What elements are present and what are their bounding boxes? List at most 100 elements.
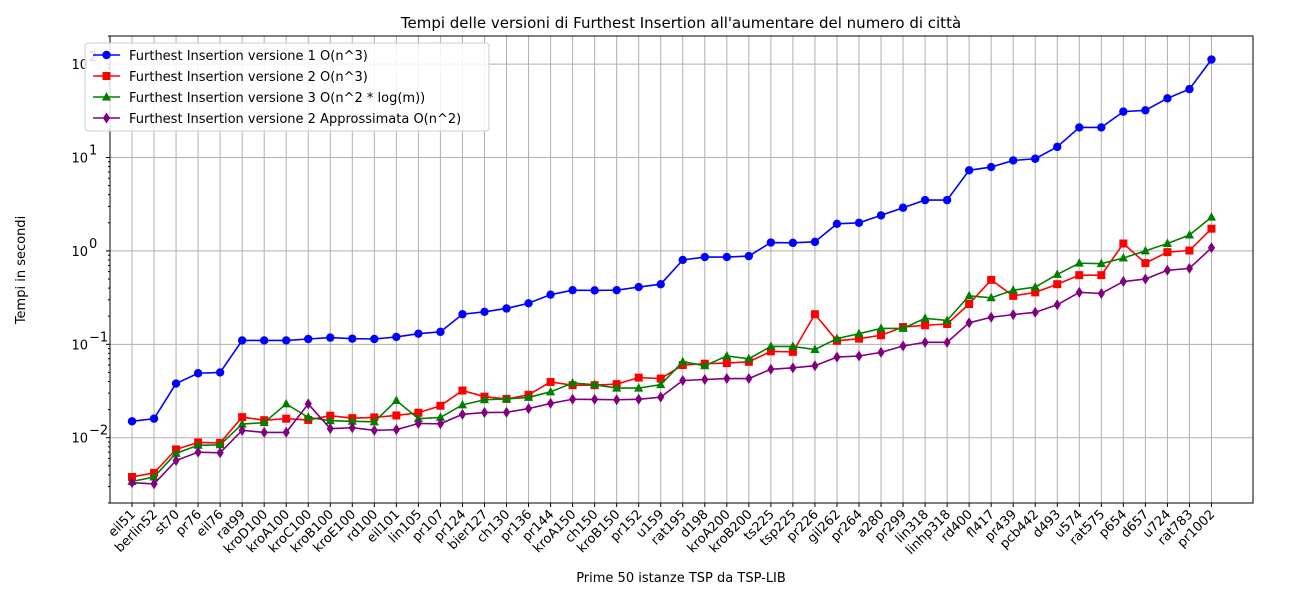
legend-box xyxy=(84,42,490,132)
data-point xyxy=(810,310,819,319)
plot-frame xyxy=(109,35,1254,504)
data-point xyxy=(1097,288,1105,300)
data-point xyxy=(1162,238,1173,248)
data-point xyxy=(194,446,202,458)
y-tick-base: 10 xyxy=(71,58,88,73)
data-point xyxy=(921,336,929,348)
data-point xyxy=(854,218,864,227)
data-point xyxy=(1185,84,1194,94)
data-point xyxy=(678,255,687,265)
data-point xyxy=(282,426,290,438)
data-point xyxy=(1075,123,1084,132)
y-tick-label: 10 xyxy=(71,58,88,73)
data-point xyxy=(524,403,533,415)
data-point xyxy=(172,455,180,467)
data-point xyxy=(1031,288,1040,297)
data-point xyxy=(745,373,753,385)
data-point xyxy=(392,411,401,420)
data-point xyxy=(479,394,490,404)
chart-title: Tempi delle versioni di Furthest Inserti… xyxy=(400,14,961,32)
data-point xyxy=(920,313,930,322)
data-point xyxy=(1141,273,1149,285)
data-point xyxy=(149,471,159,481)
data-point xyxy=(1141,106,1150,115)
data-point xyxy=(854,334,863,343)
data-point xyxy=(282,414,291,423)
data-point xyxy=(788,341,798,350)
data-point xyxy=(1074,258,1084,267)
data-point xyxy=(414,408,423,417)
data-point xyxy=(480,307,489,316)
data-point xyxy=(634,373,643,382)
data-point xyxy=(921,321,930,330)
data-point xyxy=(591,393,599,405)
data-point xyxy=(964,166,974,175)
data-point xyxy=(744,251,754,261)
data-point xyxy=(216,447,224,459)
legend-label: Furthest Insertion versione 2 Approssima… xyxy=(129,112,461,127)
data-point xyxy=(215,368,225,377)
data-point xyxy=(523,392,534,401)
data-point xyxy=(833,351,841,363)
legend-item: Furthest Insertion versione 2 Approssima… xyxy=(93,112,461,127)
data-point xyxy=(876,211,886,220)
data-point xyxy=(480,407,489,419)
data-point xyxy=(436,327,445,337)
data-point xyxy=(766,347,775,356)
data-point xyxy=(1075,286,1083,298)
data-point xyxy=(1207,224,1216,233)
data-point xyxy=(238,424,246,436)
data-point xyxy=(877,346,885,358)
data-point xyxy=(854,328,864,338)
data-point xyxy=(370,424,378,436)
legend-item: Furthest Insertion versione 2 O(n^3) xyxy=(93,70,368,85)
data-point xyxy=(1185,246,1194,255)
data-point xyxy=(127,417,137,426)
data-point xyxy=(943,336,951,348)
series-line xyxy=(131,247,1213,485)
data-point xyxy=(414,329,423,338)
data-point xyxy=(171,448,181,457)
data-point xyxy=(898,203,908,212)
data-point xyxy=(391,395,401,405)
data-point xyxy=(281,398,291,408)
data-point xyxy=(986,162,996,172)
data-point xyxy=(656,379,666,389)
data-point xyxy=(656,374,665,383)
data-point xyxy=(1207,55,1216,64)
data-point xyxy=(524,299,533,308)
data-point xyxy=(942,195,952,205)
data-point xyxy=(898,323,908,332)
data-point xyxy=(238,413,247,422)
data-point xyxy=(348,422,356,434)
y-tick-exponent: −1 xyxy=(89,330,108,345)
legend-label: Furthest Insertion versione 2 O(n^3) xyxy=(129,70,368,85)
data-point xyxy=(722,252,732,262)
data-point xyxy=(171,379,181,388)
data-point xyxy=(590,286,599,295)
data-point xyxy=(1009,156,1018,165)
series-1 xyxy=(127,55,1216,426)
legend-item: Furthest Insertion versione 3 O(n^2 * lo… xyxy=(93,91,425,106)
data-point xyxy=(612,285,621,295)
data-point xyxy=(502,406,511,418)
data-point xyxy=(1053,142,1062,152)
data-point xyxy=(811,360,819,372)
data-point xyxy=(149,414,159,423)
data-point xyxy=(612,383,622,392)
series-4 xyxy=(128,242,1216,490)
data-point xyxy=(987,311,995,323)
data-point xyxy=(832,219,842,229)
data-point xyxy=(1185,262,1194,274)
data-point xyxy=(657,391,665,403)
y-tick-base: 10 xyxy=(71,338,88,353)
data-point xyxy=(546,377,555,386)
data-point xyxy=(965,300,974,309)
data-point xyxy=(788,347,797,356)
data-point xyxy=(855,350,863,362)
data-point xyxy=(347,416,357,425)
data-point xyxy=(348,334,357,343)
data-point xyxy=(413,413,423,423)
data-point xyxy=(788,238,798,248)
